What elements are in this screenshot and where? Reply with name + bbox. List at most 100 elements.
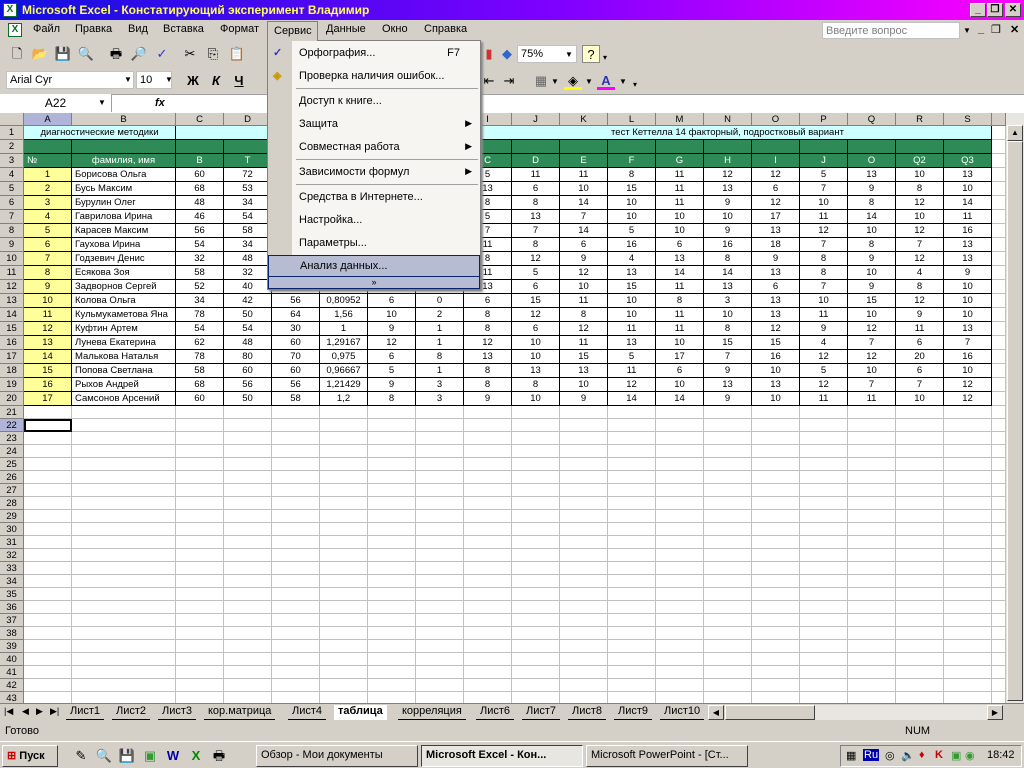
- cell[interactable]: [176, 510, 224, 523]
- value-cell[interactable]: 8: [704, 322, 752, 336]
- value-cell[interactable]: 13: [704, 378, 752, 392]
- cell[interactable]: [320, 614, 368, 627]
- cell[interactable]: [752, 484, 800, 497]
- value-cell[interactable]: 12: [752, 322, 800, 336]
- value-cell[interactable]: 8: [464, 322, 512, 336]
- cell[interactable]: [992, 510, 1006, 523]
- cell[interactable]: [560, 575, 608, 588]
- value-cell[interactable]: 54: [176, 238, 224, 252]
- cell[interactable]: [896, 432, 944, 445]
- cell[interactable]: [944, 432, 992, 445]
- row-header[interactable]: 17: [0, 350, 24, 364]
- value-cell[interactable]: 13: [704, 182, 752, 196]
- name-cell[interactable]: Кульмукаметова Яна: [72, 308, 176, 322]
- cell[interactable]: [320, 458, 368, 471]
- value-cell[interactable]: 8: [800, 266, 848, 280]
- new-icon[interactable]: 🗋: [11, 46, 23, 61]
- value-cell[interactable]: 13: [752, 378, 800, 392]
- cell[interactable]: [944, 140, 992, 154]
- task-excel[interactable]: Microsoft Excel - Кон...: [421, 745, 583, 767]
- cell[interactable]: [224, 562, 272, 575]
- menu-data[interactable]: Данные: [326, 23, 366, 35]
- cell[interactable]: [656, 406, 704, 419]
- cell[interactable]: [224, 666, 272, 679]
- cell[interactable]: [24, 627, 72, 640]
- cell[interactable]: [512, 588, 560, 601]
- sheet-tab[interactable]: Лист2: [112, 705, 151, 720]
- cell[interactable]: [992, 210, 1006, 224]
- value-cell[interactable]: 6: [560, 238, 608, 252]
- print-preview-icon[interactable]: 🔎: [130, 46, 148, 61]
- cell[interactable]: [416, 601, 464, 614]
- value-cell[interactable]: 17: [656, 350, 704, 364]
- cell[interactable]: [992, 640, 1006, 653]
- cell[interactable]: [416, 692, 464, 703]
- cell[interactable]: [608, 510, 656, 523]
- borders-icon[interactable]: ▦: [534, 73, 548, 88]
- value-cell[interactable]: 9: [560, 392, 608, 406]
- underline-button[interactable]: Ч: [234, 73, 244, 88]
- value-cell[interactable]: 12: [608, 378, 656, 392]
- row-header[interactable]: 23: [0, 432, 24, 445]
- value-cell[interactable]: 5: [464, 168, 512, 182]
- cell[interactable]: [368, 497, 416, 510]
- value-cell[interactable]: 8: [512, 196, 560, 210]
- name-cell[interactable]: Лунева Екатерина: [72, 336, 176, 350]
- quicklaunch-printer-icon[interactable]: 🖶: [212, 748, 226, 763]
- menu-item-customize[interactable]: Настройка...: [268, 210, 480, 232]
- first-sheet-button[interactable]: |◀: [4, 706, 14, 716]
- value-cell[interactable]: 10: [752, 392, 800, 406]
- value-cell[interactable]: 72: [224, 168, 272, 182]
- value-cell[interactable]: 7: [848, 378, 896, 392]
- cell[interactable]: [848, 419, 896, 432]
- cell[interactable]: [176, 484, 224, 497]
- cell[interactable]: [944, 523, 992, 536]
- cell[interactable]: [224, 140, 272, 154]
- column-label-cell[interactable]: Q3: [944, 154, 992, 168]
- column-label-cell[interactable]: E: [560, 154, 608, 168]
- sheet-tab[interactable]: Лист7: [522, 705, 561, 720]
- cell[interactable]: [992, 445, 1006, 458]
- cell[interactable]: [512, 549, 560, 562]
- value-cell[interactable]: 54: [224, 322, 272, 336]
- value-cell[interactable]: 11: [464, 266, 512, 280]
- cell[interactable]: [512, 419, 560, 432]
- cell[interactable]: [752, 432, 800, 445]
- cell[interactable]: [752, 549, 800, 562]
- cell[interactable]: [272, 406, 320, 419]
- column-label-cell[interactable]: G: [656, 154, 704, 168]
- value-cell[interactable]: 14: [944, 196, 992, 210]
- cell[interactable]: [72, 679, 176, 692]
- cell[interactable]: [72, 445, 176, 458]
- value-cell[interactable]: 12: [560, 322, 608, 336]
- value-cell[interactable]: 7: [800, 238, 848, 252]
- cell[interactable]: [800, 666, 848, 679]
- cell[interactable]: [176, 666, 224, 679]
- row-header[interactable]: 33: [0, 562, 24, 575]
- sheet-tab[interactable]: кор.матрица: [204, 705, 276, 720]
- cell[interactable]: [416, 406, 464, 419]
- cell[interactable]: [224, 588, 272, 601]
- cell[interactable]: [464, 627, 512, 640]
- value-cell[interactable]: 10: [560, 378, 608, 392]
- cell[interactable]: [704, 627, 752, 640]
- cell[interactable]: [992, 308, 1006, 322]
- scroll-thumb[interactable]: [1007, 141, 1023, 701]
- value-cell[interactable]: 12: [368, 336, 416, 350]
- value-cell[interactable]: 15: [512, 294, 560, 308]
- menu-item-error-check[interactable]: Проверка наличия ошибок...: [268, 66, 480, 88]
- value-cell[interactable]: 8: [464, 196, 512, 210]
- cell[interactable]: [416, 627, 464, 640]
- cell[interactable]: [72, 692, 176, 703]
- menu-item-data-analysis[interactable]: Анализ данных...: [268, 255, 480, 277]
- cell[interactable]: [464, 679, 512, 692]
- row-header[interactable]: 7: [0, 210, 24, 224]
- cell[interactable]: [704, 419, 752, 432]
- cell[interactable]: [992, 252, 1006, 266]
- cell[interactable]: [272, 679, 320, 692]
- value-cell[interactable]: 11: [656, 280, 704, 294]
- next-sheet-button[interactable]: ▶: [36, 706, 43, 716]
- cell[interactable]: [512, 140, 560, 154]
- cell[interactable]: [752, 588, 800, 601]
- cell[interactable]: [272, 562, 320, 575]
